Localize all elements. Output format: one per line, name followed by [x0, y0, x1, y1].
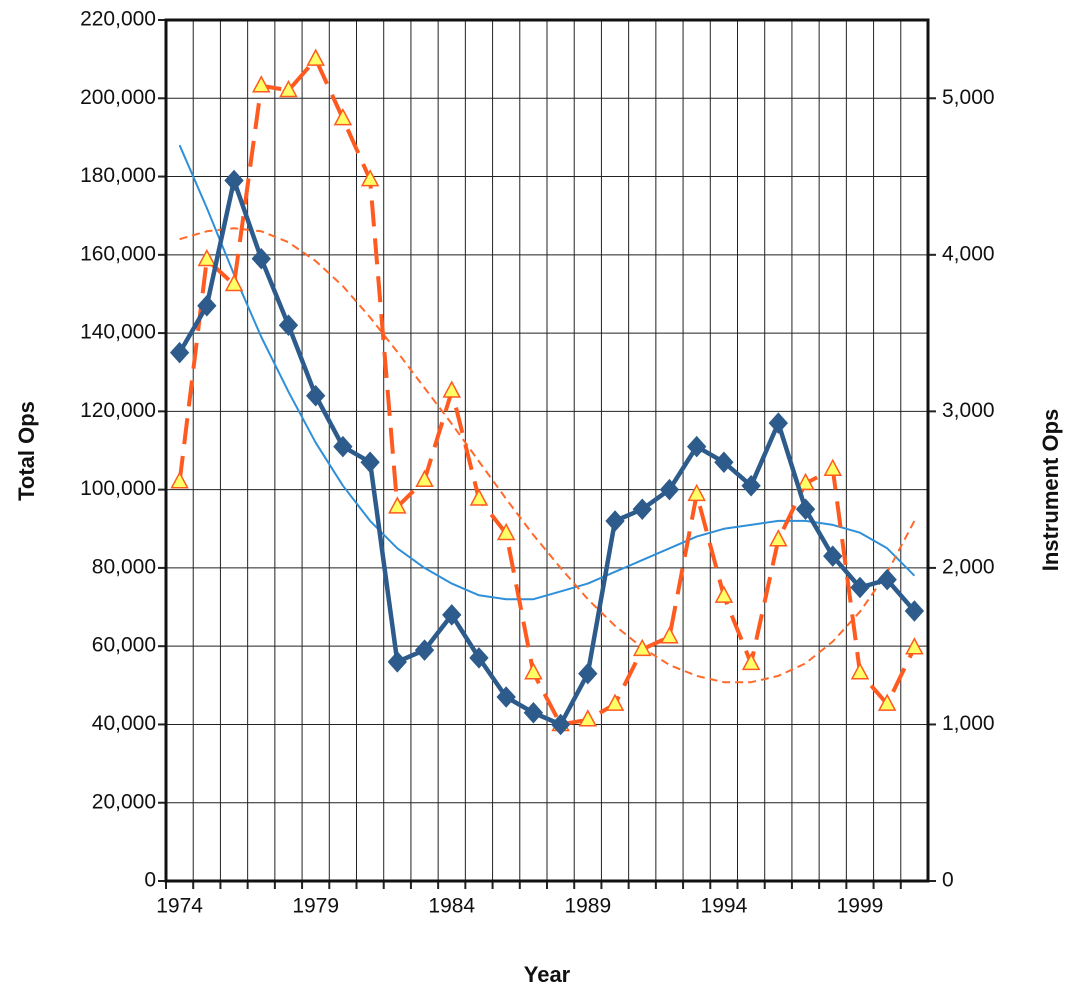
marker [605, 693, 625, 711]
y-tick-label: 100,000 [80, 477, 156, 500]
marker [197, 248, 217, 267]
marker [633, 638, 652, 657]
x-tick-label: 1984 [428, 895, 475, 918]
marker [823, 545, 843, 567]
plot-frame [164, 18, 930, 883]
marker [224, 169, 244, 192]
marker [850, 576, 870, 599]
marker [442, 604, 462, 626]
y-tick-label: 80,000 [92, 555, 156, 578]
marker [714, 451, 734, 473]
marker [333, 108, 353, 126]
trend-line [178, 144, 916, 601]
marker [360, 169, 380, 187]
x-tick-label: 1979 [292, 895, 339, 918]
marker [442, 380, 461, 398]
marker [496, 686, 516, 708]
marker [632, 498, 652, 520]
marker [578, 709, 598, 727]
marker [769, 529, 788, 547]
marker [251, 247, 271, 270]
marker [660, 626, 679, 644]
y-tick-label: 40,000 [92, 712, 156, 735]
marker [388, 496, 407, 514]
y-tick-label: 180,000 [80, 164, 156, 187]
marker [850, 662, 870, 680]
marker [415, 469, 434, 487]
marker [306, 384, 326, 407]
y2-tick-label: 2,000 [942, 555, 995, 578]
marker [904, 600, 925, 622]
marker [823, 458, 842, 477]
x-tick-label: 1989 [564, 895, 611, 918]
marker [170, 471, 189, 489]
marker [795, 498, 816, 520]
marker [387, 651, 407, 673]
x-axis-title: Year [524, 962, 571, 987]
marker [523, 701, 544, 724]
series-line [177, 178, 917, 727]
marker [333, 435, 353, 458]
y-axis-title: Total Ops [14, 401, 39, 501]
marker [278, 314, 299, 337]
marker [659, 478, 680, 501]
marker [687, 435, 707, 458]
x-tick-label: 1999 [837, 895, 884, 918]
x-tick-label: 1974 [156, 895, 203, 918]
y2-tick-label: 0 [942, 869, 954, 892]
marker [877, 568, 897, 591]
marker [469, 647, 489, 669]
series-line [177, 57, 917, 727]
marker [605, 510, 625, 532]
y-tick-label: 160,000 [80, 242, 156, 265]
trend-line [179, 227, 916, 684]
marker [360, 451, 380, 473]
marker [796, 472, 815, 491]
marker [905, 637, 924, 655]
marker [279, 79, 298, 98]
marker [306, 48, 325, 66]
marker [524, 662, 543, 680]
marker [550, 713, 571, 736]
y2-tick-label: 3,000 [942, 399, 995, 422]
y2-tick-label: 1,000 [942, 712, 995, 735]
marker [741, 474, 761, 497]
marker [741, 652, 761, 671]
y-tick-label: 200,000 [80, 86, 156, 109]
y-tick-label: 20,000 [92, 790, 156, 813]
marker [224, 273, 244, 292]
marker [252, 75, 271, 93]
y-tick-label: 220,000 [80, 8, 156, 31]
marker [414, 639, 435, 661]
marker [496, 522, 516, 541]
y2-tick-label: 4,000 [942, 242, 995, 265]
marker [197, 294, 217, 317]
marker [687, 483, 706, 502]
marker [169, 341, 190, 364]
x-tick-label: 1994 [701, 895, 748, 918]
marker [469, 488, 489, 506]
y-tick-label: 0 [144, 869, 156, 892]
marker [578, 662, 598, 685]
marker [768, 412, 788, 434]
marker [714, 585, 734, 603]
y-tick-label: 60,000 [92, 634, 156, 657]
y2-axis-title: Instrument Ops [1038, 409, 1063, 572]
y2-tick-label: 5,000 [942, 86, 995, 109]
y-tick-label: 120,000 [80, 399, 156, 422]
marker [877, 693, 897, 711]
y-tick-label: 140,000 [80, 321, 156, 344]
